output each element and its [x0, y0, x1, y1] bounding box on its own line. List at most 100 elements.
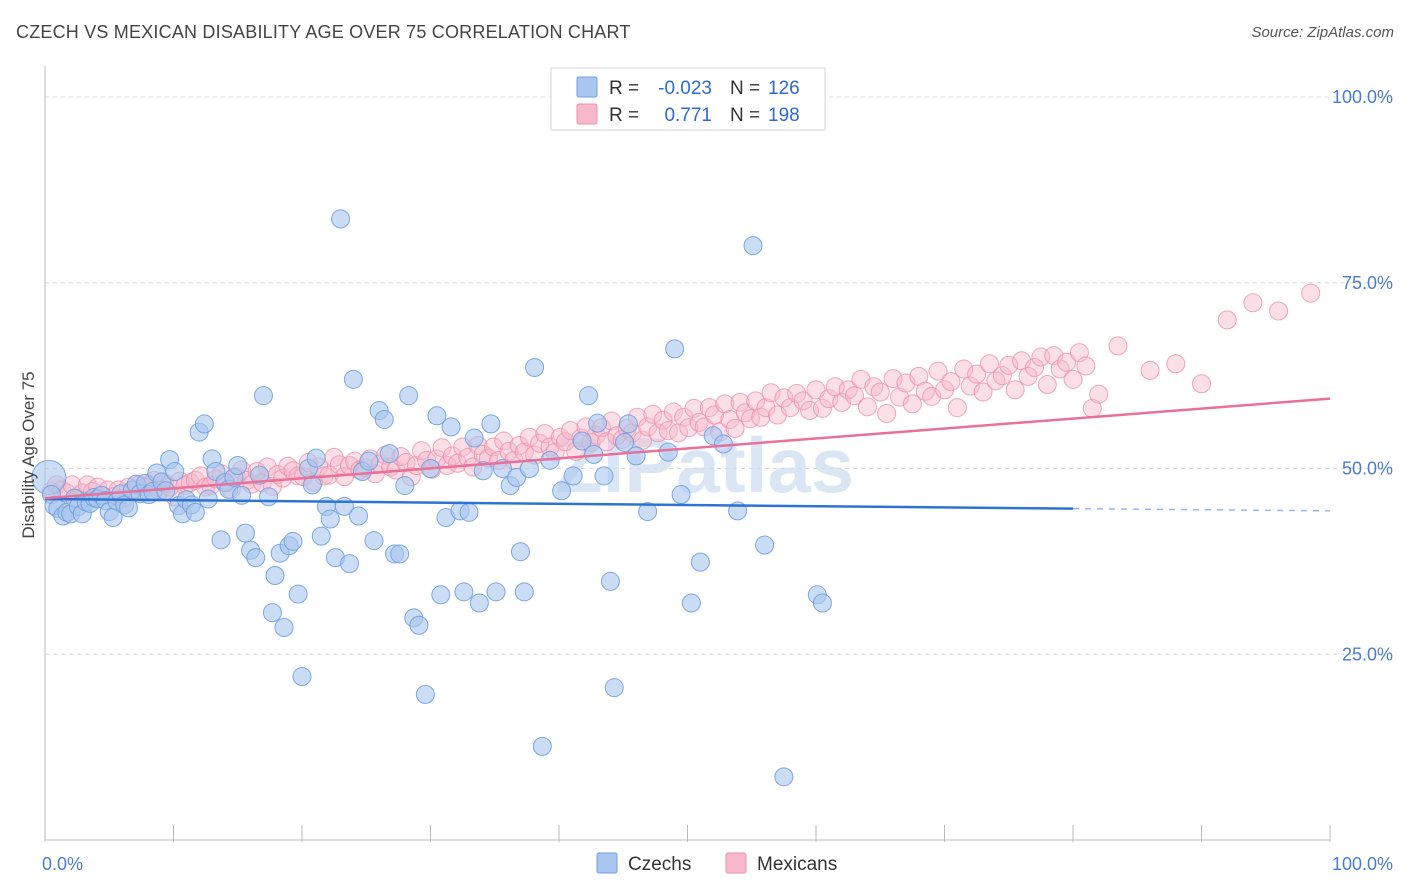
mexican-point [530, 433, 550, 453]
mexican-point [999, 355, 1019, 375]
czech-point [306, 448, 326, 468]
czech-point [658, 442, 678, 462]
mexican-point [973, 382, 993, 402]
mexican-point [740, 409, 760, 429]
czech-point [274, 618, 294, 638]
mexican-point [669, 423, 689, 443]
mexican-point [960, 376, 980, 396]
x-tick-label: 100.0% [1332, 854, 1393, 874]
grid-lines [45, 96, 1392, 655]
czech-point [320, 509, 340, 529]
mexican-point [787, 383, 807, 403]
czech-point [292, 667, 312, 687]
czech-point [594, 466, 614, 486]
czech-point [459, 502, 479, 522]
y-tick-label: 50.0% [1342, 459, 1393, 479]
mexican-point [679, 418, 699, 438]
mexican-point [845, 386, 865, 406]
x-tick-label: 0.0% [42, 854, 83, 874]
czech-point [486, 582, 506, 602]
legend-mexican-r: 0.771 [664, 105, 712, 126]
czech-point [395, 476, 415, 496]
czech-point [198, 489, 218, 509]
mexican-point [499, 441, 519, 461]
czech-point [618, 414, 638, 434]
czech-point [812, 593, 832, 613]
czech-point [235, 523, 255, 543]
czech-point [259, 487, 279, 507]
czech-point [755, 535, 775, 555]
czech-point [250, 465, 270, 485]
czech-point [464, 428, 484, 448]
czech-point [364, 531, 384, 551]
czech-point [311, 526, 331, 546]
legend-mexican-n: 198 [768, 105, 800, 126]
mexican-point [870, 382, 890, 402]
mexican-point [902, 394, 922, 414]
chart-title: CZECH VS MEXICAN DISABILITY AGE OVER 75 … [16, 22, 631, 42]
czech-trend-line [44, 497, 1074, 510]
mexican-point [412, 441, 432, 461]
czech-point [510, 542, 530, 562]
legend-czech-swatch [576, 76, 598, 98]
mexican-point [928, 361, 948, 381]
y-tick-labels: 25.0% 50.0% 75.0% 100.0% [1332, 87, 1393, 664]
czech-point [454, 582, 474, 602]
mexican-point [1243, 293, 1263, 313]
mexican-point [1108, 336, 1128, 356]
mexican-point [432, 438, 452, 458]
mexican-point [1063, 369, 1083, 389]
czech-point [604, 678, 624, 698]
mexican-point [1269, 301, 1289, 321]
mexican-point [992, 366, 1012, 386]
mexican-point [941, 372, 961, 392]
czech-point [600, 571, 620, 591]
czech-point [626, 446, 646, 466]
mexican-point [915, 381, 935, 401]
czech-point [399, 386, 419, 406]
legend-mexican-swatch [576, 103, 598, 125]
bottom-legend: Czechs Mexicans [596, 852, 837, 875]
czech-point [588, 413, 608, 433]
czech-point [379, 444, 399, 464]
czech-point [415, 684, 435, 704]
czech-point [262, 603, 282, 623]
mexican-point [877, 404, 897, 424]
mexican-point [857, 397, 877, 417]
czech-point [572, 431, 592, 451]
bottom-legend-czech-swatch [596, 852, 618, 874]
legend-r-label-2: R = [609, 105, 639, 126]
mexican-point [494, 431, 514, 451]
axes [44, 66, 1331, 842]
mexican-point [1076, 356, 1096, 376]
mexican-point [725, 418, 745, 438]
czech-point [374, 409, 394, 429]
mexican-point [986, 371, 1006, 391]
mexican-point [1140, 360, 1160, 380]
mexican-point [1217, 310, 1237, 330]
mexican-point [793, 391, 813, 411]
legend-r-label: R = [609, 78, 639, 99]
czech-point [481, 414, 501, 434]
czech-point [525, 357, 545, 377]
mexican-point [1301, 283, 1321, 303]
mexican-point [1005, 380, 1025, 400]
bottom-legend-mexican-swatch [725, 852, 747, 874]
mexican-point [329, 455, 349, 475]
legend-n-label: N = [730, 78, 760, 99]
czech-point [514, 582, 534, 602]
czech-point [681, 593, 701, 613]
czech-point [340, 554, 360, 574]
bottom-legend-czech-label: Czechs [628, 854, 691, 875]
czech-point [359, 451, 379, 471]
czech-point [246, 548, 266, 568]
czech-point [409, 615, 429, 635]
mexican-point [1057, 352, 1077, 372]
mexican-point [979, 354, 999, 374]
czech-point [194, 414, 214, 434]
czech-point [743, 236, 763, 256]
y-tick-label: 25.0% [1342, 644, 1393, 664]
czech-point [441, 417, 461, 437]
legend-czech-r: -0.023 [658, 78, 712, 99]
